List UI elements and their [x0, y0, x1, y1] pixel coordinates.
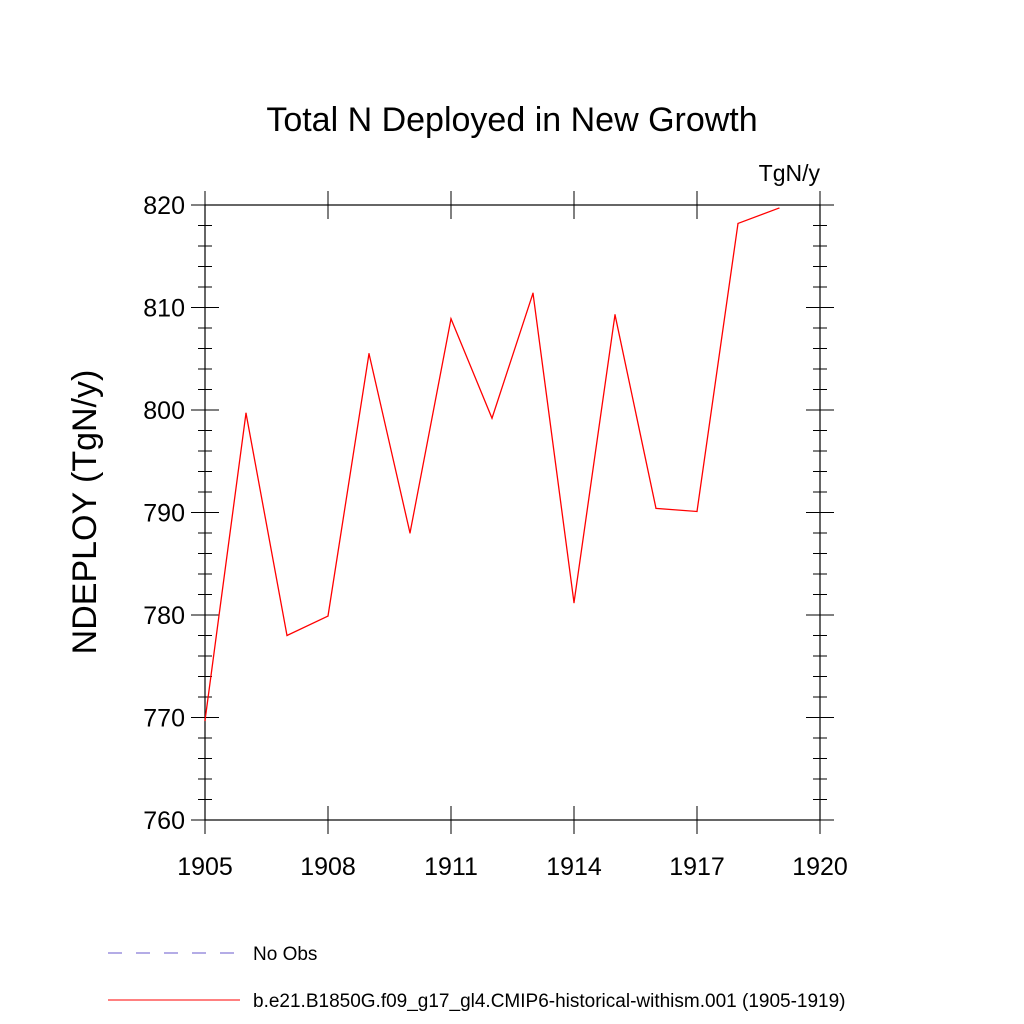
y-tick-label: 810 [143, 295, 185, 323]
y-tick-label: 820 [143, 192, 185, 220]
data-point [450, 318, 452, 320]
y-tick-label: 760 [143, 807, 185, 835]
data-point [286, 634, 288, 637]
x-tick-label: 1917 [669, 853, 725, 881]
x-tick-label: 1920 [792, 853, 848, 881]
x-tick-label: 1905 [177, 853, 233, 881]
x-tick-label: 1911 [424, 853, 478, 881]
data-point [327, 615, 329, 617]
data-point [614, 314, 616, 316]
axis-ticks: 760 770 780 790 800 810 820 1905 1908 1911 1914 191… [143, 191, 848, 881]
legend-label: No Obs [253, 944, 317, 965]
data-point [532, 292, 534, 294]
x-tick-label: 1914 [546, 853, 602, 881]
legend-label: b.e21.B1850G.f09_g17_gl4.CMIP6-historica… [253, 991, 846, 1012]
data-point [368, 353, 370, 355]
units-label: TgN/y [759, 160, 821, 186]
chart-title: Total N Deployed in New Growth [266, 101, 757, 139]
series-layer [204, 207, 780, 722]
legend: No Obs b.e21.B1850G.f09_g17_gl4.CMIP6-his… [108, 944, 846, 1012]
data-point [204, 719, 206, 722]
y-tick-label: 770 [143, 705, 185, 733]
series-line [204, 207, 780, 721]
data-point [737, 222, 739, 225]
data-point [491, 417, 493, 419]
data-point [696, 510, 698, 513]
data-point [573, 602, 575, 604]
data-point [245, 412, 247, 414]
y-tick-label: 790 [143, 500, 185, 528]
x-tick-label: 1908 [300, 853, 356, 881]
y-tick-label: 800 [143, 397, 185, 425]
data-point [655, 507, 657, 509]
data-point [409, 532, 411, 534]
y-tick-label: 780 [143, 602, 185, 630]
data-point [778, 207, 780, 209]
y-axis-label: NDEPLOY (TgN/y) [66, 370, 104, 655]
